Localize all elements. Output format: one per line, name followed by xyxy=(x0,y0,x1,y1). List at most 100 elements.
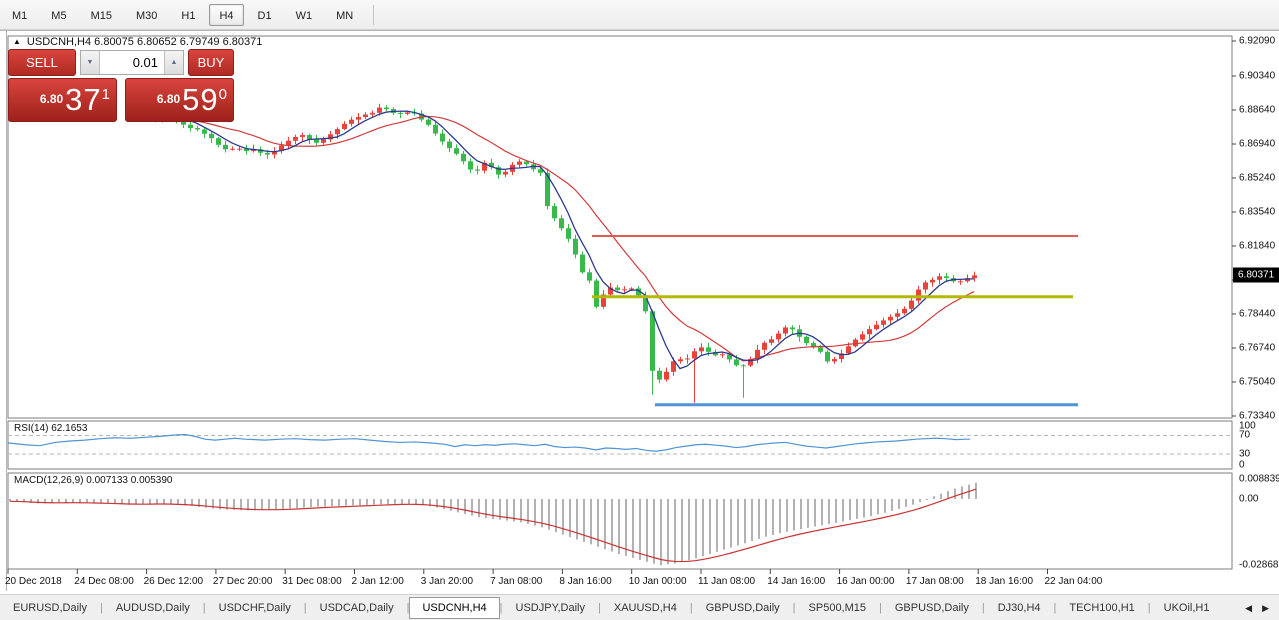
chart-tab-ukoil[interactable]: UKOil,H1 xyxy=(1163,602,1210,614)
ma-fast-line xyxy=(147,110,975,370)
chart-tab-sp500[interactable]: SP500,M15 xyxy=(808,602,867,614)
time-axis-label: 27 Dec 20:00 xyxy=(212,576,273,587)
timeframe-button-h1[interactable]: H1 xyxy=(171,4,205,26)
timeframe-button-mn[interactable]: MN xyxy=(326,4,363,26)
sell-price-big: 37 xyxy=(65,82,102,117)
macd-axis-label: 0.008839 xyxy=(1239,473,1279,485)
rsi-pane-border xyxy=(7,420,1233,470)
timeframe-button-m15[interactable]: M15 xyxy=(81,4,122,26)
price-axis-label: 6.88640 xyxy=(1239,104,1276,116)
macd-axis-label: -0.028683 xyxy=(1239,559,1279,571)
time-axis-label: 3 Jan 20:00 xyxy=(420,576,474,587)
time-axis-label: 2 Jan 12:00 xyxy=(351,576,404,587)
tab-separator: | xyxy=(99,602,103,614)
rsi-axis-label: 70 xyxy=(1239,429,1251,441)
sell-price-sup: 1 xyxy=(101,86,110,103)
tab-scroll-right-icon[interactable]: ▶ xyxy=(1262,602,1269,613)
price-axis-label: 6.86940 xyxy=(1239,138,1276,150)
sell-price-base: 6.80 xyxy=(39,92,64,106)
rsi-indicator-label: RSI(14) 62.1653 xyxy=(14,423,88,434)
timeframe-toolbar: M1 M5 M15 M30 H1 H4 D1 W1 MN xyxy=(0,0,1279,30)
timeframe-button-h4[interactable]: H4 xyxy=(209,3,244,26)
macd-histogram xyxy=(9,482,977,566)
chart-tab-dj30[interactable]: DJ30,H4 xyxy=(997,602,1041,614)
price-axis-label: 6.90340 xyxy=(1239,70,1276,82)
chart-window: ▲ USDCNH,H4 6.80075 6.80652 6.79749 6.803… xyxy=(0,30,1279,595)
price-axis-label: 6.83540 xyxy=(1239,206,1276,218)
price-axis-label: 6.78440 xyxy=(1239,308,1276,320)
time-axis-label: 14 Jan 16:00 xyxy=(767,576,826,587)
chart-ohlc-title: ▲ USDCNH,H4 6.80075 6.80652 6.79749 6.803… xyxy=(13,36,263,48)
sell-price-button[interactable]: 6.80371 xyxy=(8,78,117,122)
buy-button[interactable]: BUY xyxy=(188,49,234,76)
macd-signal-line xyxy=(9,488,977,563)
chart-tab-tech100[interactable]: TECH100,H1 xyxy=(1069,602,1135,614)
price-axis-label: 6.76740 xyxy=(1239,342,1276,354)
sell-button[interactable]: SELL xyxy=(8,49,76,76)
chart-tab-gbpusd[interactable]: GBPUSD,Daily xyxy=(894,602,969,614)
tab-separator: | xyxy=(792,602,796,614)
buy-price-sup: 0 xyxy=(218,86,227,103)
chart-tab-usdcnh[interactable]: USDCNH,H4 xyxy=(409,597,500,619)
tab-separator: | xyxy=(981,602,985,614)
volume-increase-button[interactable]: ▲ xyxy=(164,51,183,74)
chart-tab-usdjpy[interactable]: USDJPY,Daily xyxy=(515,602,586,614)
ma-slow-line xyxy=(147,115,975,362)
macd-indicator-label: MACD(12,26,9) 0.007133 0.005390 xyxy=(14,475,173,486)
timeframe-button-m30[interactable]: M30 xyxy=(126,4,167,26)
time-axis-label: 16 Jan 00:00 xyxy=(836,576,895,587)
time-axis-label: 24 Dec 08:00 xyxy=(74,576,134,587)
chart-tab-xauusd[interactable]: XAUUSD,H4 xyxy=(613,602,677,614)
time-axis-label: 20 Dec 2018 xyxy=(5,576,62,587)
toolbar-separator xyxy=(373,4,375,25)
tab-scroll-left-icon[interactable]: ◀ xyxy=(1245,602,1253,613)
tab-separator: | xyxy=(406,602,410,614)
time-axis-label: 22 Jan 04:00 xyxy=(1044,576,1103,587)
rsi-axis-label: 30 xyxy=(1239,448,1251,460)
tab-scroll-nav: ◀ ▶ xyxy=(1245,603,1279,614)
timeframe-button-w1[interactable]: W1 xyxy=(286,4,323,26)
rsi-axis-label: 0 xyxy=(1239,459,1245,471)
tab-separator: | xyxy=(1147,602,1151,614)
tab-separator: | xyxy=(499,602,503,614)
one-click-trading-panel: SELL ▼ 0.01 ▲ BUY 6.80371 6.80590 xyxy=(8,49,234,122)
time-axis-label: 17 Jan 08:00 xyxy=(905,576,964,587)
time-axis-label: 31 Dec 08:00 xyxy=(282,576,342,587)
rsi-line xyxy=(7,433,970,452)
volume-input[interactable]: 0.01 xyxy=(132,55,158,70)
macd-pane-border xyxy=(7,472,1233,570)
tab-separator: | xyxy=(879,602,882,614)
time-axis-label: 26 Dec 12:00 xyxy=(143,576,204,587)
candlestick-series xyxy=(146,103,977,403)
volume-decrease-button[interactable]: ▼ xyxy=(81,51,100,74)
macd-axis-label: 0.00 xyxy=(1239,493,1259,505)
chart-tab-eurusd[interactable]: EURUSD,Daily xyxy=(13,602,87,614)
volume-control: ▼ 0.01 ▲ xyxy=(80,50,184,75)
timeframe-button-d1[interactable]: D1 xyxy=(248,4,282,26)
price-axis-label: 6.75040 xyxy=(1239,376,1276,388)
time-axis-label: 11 Jan 08:00 xyxy=(698,576,756,587)
time-axis-label: 7 Jan 08:00 xyxy=(490,576,543,587)
chart-tab-gbpusd[interactable]: GBPUSD,Daily xyxy=(705,602,780,614)
timeframe-button-m1[interactable]: M1 xyxy=(2,4,37,26)
price-axis-label: 6.73340 xyxy=(1239,410,1276,422)
tab-separator: | xyxy=(1053,602,1057,614)
panel-collapse-icon[interactable]: ▲ xyxy=(13,37,21,46)
chart-tab-usdchf[interactable]: USDCHF,Daily xyxy=(218,602,291,614)
rsi-axis-label: 100 xyxy=(1239,420,1256,432)
chart-tab-bar: EURUSD,Daily | AUDUSD,Daily | USDCHF,Daily | U… xyxy=(0,594,1279,620)
time-axis-label: 10 Jan 00:00 xyxy=(628,576,687,587)
time-axis-label: 8 Jan 16:00 xyxy=(559,576,612,587)
tab-separator: | xyxy=(303,602,307,614)
timeframe-button-m5[interactable]: M5 xyxy=(41,4,76,26)
chart-tab-audusd[interactable]: AUDUSD,Daily xyxy=(115,602,190,614)
price-axis-label: 6.81840 xyxy=(1239,240,1276,252)
price-axis-label: 6.92090 xyxy=(1239,35,1276,47)
price-axis-label: 6.85240 xyxy=(1239,172,1276,184)
chart-tab-usdcad[interactable]: USDCAD,Daily xyxy=(319,602,394,614)
buy-price-base: 6.80 xyxy=(156,92,181,106)
buy-price-button[interactable]: 6.80590 xyxy=(125,78,234,122)
main-pane-border xyxy=(7,35,1233,419)
